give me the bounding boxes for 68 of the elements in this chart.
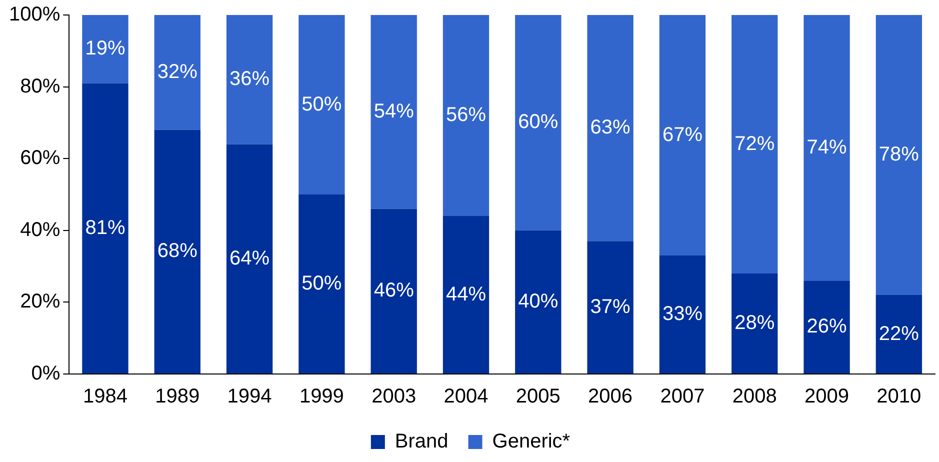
data-label: 63% <box>590 116 631 139</box>
y-tick-label: 100% <box>8 4 60 26</box>
data-label: 19% <box>85 38 126 60</box>
bar <box>587 15 634 242</box>
bar <box>804 280 850 374</box>
x-tick-label: 2005 <box>516 386 560 408</box>
data-label: 40% <box>518 290 558 312</box>
y-tick-label: 40% <box>20 218 60 241</box>
x-tick-label: 1999 <box>299 386 344 408</box>
bar <box>442 15 490 216</box>
x-tick-label: 2007 <box>660 386 705 408</box>
bar <box>82 83 128 374</box>
bar <box>876 295 922 374</box>
bar <box>804 15 850 281</box>
bar <box>732 15 778 274</box>
bar <box>659 256 706 374</box>
data-label: 26% <box>806 316 847 338</box>
x-tick-label: 2008 <box>732 386 777 408</box>
bar <box>370 208 417 374</box>
data-label: 60% <box>518 111 558 134</box>
bar <box>370 15 417 209</box>
data-label: 78% <box>878 144 920 166</box>
y-tick-label: 80% <box>20 75 60 98</box>
data-label: 56% <box>446 104 486 126</box>
bar <box>298 194 345 374</box>
data-label: 81% <box>85 216 126 239</box>
data-label: 33% <box>662 303 703 326</box>
x-tick-label: 1994 <box>227 386 272 408</box>
data-label: 64% <box>230 247 270 270</box>
data-label: 32% <box>157 60 198 83</box>
data-label: 28% <box>734 312 775 334</box>
x-tick-label: 2006 <box>588 386 633 408</box>
y-tick-label: 0% <box>31 362 60 385</box>
bar <box>154 130 200 374</box>
data-label: 72% <box>734 132 775 155</box>
x-tick-label: 1984 <box>82 386 128 408</box>
y-tick-label: 60% <box>20 147 60 170</box>
bar <box>442 216 490 374</box>
data-label: 37% <box>590 296 631 318</box>
data-label: 50% <box>302 272 342 295</box>
x-tick-label: 2009 <box>804 386 850 408</box>
data-label: 68% <box>157 240 198 262</box>
bar <box>226 144 273 374</box>
data-label: 74% <box>806 136 847 158</box>
data-label: 44% <box>446 283 486 306</box>
bar <box>226 15 273 144</box>
bar <box>515 15 562 230</box>
x-tick-label: 2003 <box>372 386 416 408</box>
bar <box>154 15 200 130</box>
x-tick-label: 2010 <box>876 386 922 408</box>
y-tick-label: 20% <box>20 290 60 313</box>
bar <box>82 15 128 84</box>
data-label: 54% <box>374 100 414 122</box>
x-tick-label: 1989 <box>155 386 200 408</box>
legend-label: Generic* <box>492 430 570 453</box>
bar <box>515 230 562 374</box>
data-label: 22% <box>878 322 920 345</box>
bar <box>659 15 706 256</box>
bar <box>298 15 345 194</box>
data-label: 46% <box>374 280 414 302</box>
bar <box>876 15 922 296</box>
data-label: 67% <box>662 124 703 146</box>
data-label: 36% <box>230 68 270 90</box>
x-tick-label: 2004 <box>444 386 488 408</box>
data-label: 50% <box>302 93 342 116</box>
legend-label: Brand <box>394 430 448 453</box>
bar <box>732 273 778 374</box>
bar <box>587 241 634 374</box>
